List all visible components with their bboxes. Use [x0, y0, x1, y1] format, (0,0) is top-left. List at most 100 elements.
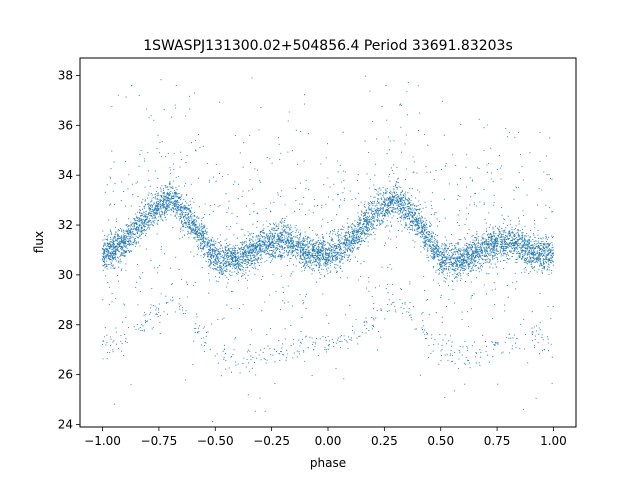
data-point — [334, 264, 336, 266]
data-point — [403, 201, 406, 204]
data-point — [287, 232, 289, 234]
data-point — [424, 243, 426, 245]
data-point — [299, 256, 302, 258]
data-point — [490, 238, 492, 240]
data-point — [169, 186, 171, 188]
data-point — [416, 224, 418, 227]
data-point — [447, 254, 449, 256]
data-point — [184, 219, 186, 221]
data-point — [310, 244, 312, 246]
data-point — [494, 225, 497, 227]
data-point — [332, 241, 334, 243]
data-point — [271, 227, 273, 229]
data-point — [273, 239, 275, 241]
data-point — [468, 265, 470, 268]
data-point — [233, 247, 235, 250]
data-point — [442, 269, 444, 271]
data-point — [340, 250, 342, 252]
data-point — [148, 208, 150, 210]
data-point — [532, 244, 534, 246]
data-point — [200, 226, 202, 228]
data-point — [381, 220, 383, 222]
data-point — [193, 237, 195, 239]
data-point — [472, 241, 475, 243]
data-point — [242, 247, 244, 249]
data-point — [156, 211, 158, 214]
data-point — [104, 267, 106, 269]
data-point — [380, 205, 382, 207]
data-point — [250, 238, 252, 241]
data-point — [323, 242, 325, 244]
data-point — [142, 229, 145, 231]
data-point — [526, 262, 528, 264]
data-point — [212, 244, 214, 246]
data-point — [366, 228, 368, 230]
data-point — [447, 248, 449, 250]
data-point — [126, 226, 128, 228]
data-point — [342, 249, 344, 252]
data-point — [448, 267, 450, 269]
data-point — [422, 235, 424, 237]
data-point — [516, 252, 519, 254]
data-point — [149, 185, 151, 187]
data-point — [318, 237, 320, 239]
data-point — [351, 250, 353, 252]
data-point — [343, 226, 345, 228]
data-point — [119, 256, 121, 258]
data-point — [411, 194, 413, 197]
data-point — [494, 252, 496, 255]
data-point — [131, 236, 133, 238]
data-point — [464, 249, 466, 251]
data-point — [299, 252, 301, 254]
data-point — [501, 239, 503, 241]
data-point — [207, 265, 209, 267]
data-point — [360, 227, 362, 229]
data-point — [363, 232, 366, 234]
data-point — [150, 208, 152, 210]
data-point — [364, 205, 366, 207]
data-point — [320, 250, 322, 252]
data-point — [396, 199, 399, 201]
data-point — [113, 268, 115, 270]
data-point — [356, 231, 358, 233]
data-point — [550, 255, 553, 257]
data-point — [410, 200, 412, 202]
data-point — [360, 236, 362, 238]
data-point — [511, 250, 513, 252]
data-point — [310, 248, 312, 250]
data-point — [494, 240, 496, 242]
data-point — [215, 268, 217, 270]
data-point — [537, 250, 539, 252]
data-point — [158, 205, 160, 208]
data-point — [121, 229, 123, 231]
data-point — [428, 245, 430, 247]
data-point — [363, 227, 365, 229]
data-point — [156, 206, 158, 208]
data-point — [497, 227, 499, 229]
data-point — [229, 262, 231, 264]
data-point — [167, 185, 169, 187]
data-point — [403, 215, 405, 217]
data-point — [435, 245, 437, 247]
data-point — [417, 224, 419, 226]
data-point — [330, 255, 332, 257]
data-point — [207, 256, 209, 258]
data-point — [226, 259, 228, 261]
data-point — [325, 260, 327, 262]
data-point — [111, 255, 113, 257]
data-point — [292, 255, 294, 257]
data-point — [137, 220, 139, 222]
data-point — [229, 261, 231, 263]
data-point — [158, 209, 160, 211]
data-point — [130, 249, 132, 251]
data-point — [526, 245, 528, 247]
data-point — [545, 262, 547, 264]
data-point — [284, 246, 286, 249]
data-point — [552, 247, 554, 249]
data-point — [513, 246, 515, 248]
data-point — [124, 232, 126, 234]
data-point — [456, 274, 459, 276]
data-point — [408, 199, 411, 201]
data-point — [368, 217, 370, 219]
data-point — [373, 217, 375, 219]
